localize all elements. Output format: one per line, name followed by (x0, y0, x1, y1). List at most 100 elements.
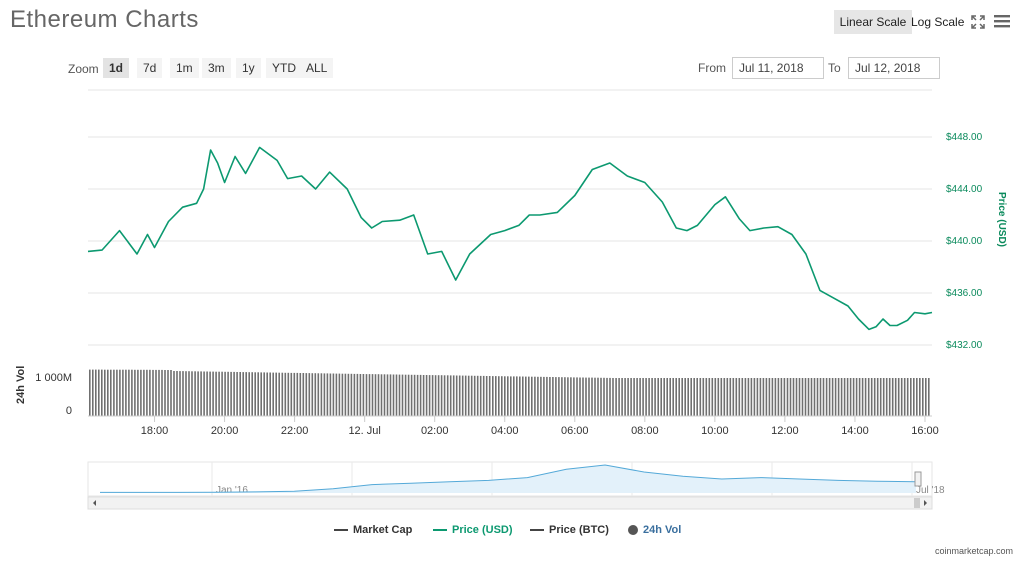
volume-bar (320, 373, 323, 416)
volume-bar (113, 369, 115, 416)
zoom-1y-button[interactable]: 1y (236, 58, 261, 78)
volume-bar (588, 377, 590, 416)
volume-bar (843, 378, 846, 416)
volume-bar (236, 372, 238, 416)
scrollbar-thumb[interactable] (914, 498, 920, 508)
volume-bar (482, 375, 485, 416)
volume-bar (347, 373, 350, 416)
volume-bar (771, 378, 774, 416)
hamburger-menu-icon[interactable] (994, 14, 1010, 28)
volume-bar (732, 378, 735, 416)
y-axis-title: Price (USD) (996, 192, 1007, 247)
volume-bar (738, 378, 741, 416)
volume-bar (594, 377, 596, 416)
volume-bar (792, 378, 795, 416)
volume-bar (242, 372, 244, 416)
legend-label: Price (BTC) (549, 524, 609, 536)
volume-bar (281, 372, 284, 416)
volume-bar (344, 373, 347, 416)
volume-bar (176, 371, 178, 416)
x-tick-label: 10:00 (701, 425, 729, 437)
volume-bar (786, 378, 789, 416)
expand-icon[interactable] (970, 14, 986, 30)
volume-bar (765, 378, 768, 416)
volume-bar (621, 378, 623, 416)
from-date-input[interactable]: Jul 11, 2018 (732, 57, 824, 79)
volume-bar (504, 376, 506, 416)
zoom-all-button[interactable]: ALL (300, 58, 334, 78)
volume-bar (311, 373, 314, 416)
volume-bar (206, 371, 208, 416)
volume-bar (434, 375, 437, 416)
legend-price-btc[interactable]: Price (BTC) (530, 524, 609, 536)
navigator-scrollbar[interactable] (87, 496, 933, 510)
volume-bar (828, 378, 831, 416)
volume-bar (437, 375, 440, 416)
volume-bar (801, 378, 804, 416)
volume-bar (353, 373, 356, 416)
volume-bar (194, 371, 196, 416)
volume-bar (825, 378, 828, 416)
volume-bar (446, 375, 449, 416)
volume-bar (128, 369, 130, 416)
volume-bar (89, 369, 91, 416)
volume-bar (119, 369, 121, 416)
legend-market-cap[interactable]: Market Cap (334, 524, 412, 536)
linear-scale-button[interactable]: Linear Scale (834, 10, 912, 34)
volume-bar (714, 378, 717, 416)
volume-bar (416, 374, 419, 416)
volume-bar (308, 373, 311, 416)
volume-bar (534, 376, 536, 416)
volume-bar (891, 378, 894, 416)
volume-bar (263, 372, 265, 416)
volume-bar (410, 374, 413, 416)
volume-bar (519, 376, 521, 416)
volume-bar (107, 369, 109, 416)
volume-bar (612, 378, 614, 416)
x-tick-label: 06:00 (561, 425, 589, 437)
zoom-1d-button[interactable]: 1d (103, 58, 130, 78)
legend-price-usd[interactable]: Price (USD) (433, 524, 513, 536)
to-date-input[interactable]: Jul 12, 2018 (848, 57, 940, 79)
volume-bar (702, 378, 705, 416)
scroll-left-arrow-icon[interactable] (93, 500, 96, 506)
volume-bar (227, 371, 229, 416)
scroll-right-arrow-icon[interactable] (924, 500, 927, 506)
volume-bar (392, 374, 395, 416)
volume-bar (600, 377, 602, 416)
volume-bar (507, 376, 509, 416)
zoom-ytd-button[interactable]: YTD (266, 58, 302, 78)
volume-bar (173, 371, 175, 416)
volume-bar (777, 378, 780, 416)
legend-label: 24h Vol (643, 524, 682, 536)
legend-24h-vol[interactable]: 24h Vol (628, 524, 681, 536)
navigator-handle[interactable] (914, 471, 922, 487)
volume-bar (789, 378, 792, 416)
volume-bar (741, 378, 744, 416)
volume-bar (479, 375, 482, 416)
volume-bar (383, 374, 386, 416)
volume-bar (98, 369, 100, 416)
volume-bar (699, 378, 702, 416)
volume-bar (816, 378, 819, 416)
volume-bar (386, 374, 389, 416)
volume-bar (305, 373, 308, 416)
legend-line-marker (530, 529, 544, 532)
legend-label: Price (USD) (452, 524, 513, 536)
volume-bar (95, 369, 97, 416)
volume-bar (92, 369, 94, 416)
zoom-7d-button[interactable]: 7d (137, 58, 163, 78)
page-title: Ethereum Charts (10, 6, 199, 33)
zoom-1m-button[interactable]: 1m (170, 58, 199, 78)
log-scale-button[interactable]: Log Scale (911, 15, 965, 29)
volume-bar (419, 374, 422, 416)
volume-bar (362, 374, 365, 416)
x-tick-label: 14:00 (841, 425, 869, 437)
volume-bar (104, 369, 106, 416)
volume-bar (149, 369, 151, 416)
volume-bar (606, 377, 608, 416)
zoom-3m-button[interactable]: 3m (202, 58, 231, 78)
volume-bar (696, 378, 698, 416)
volume-bar (543, 376, 545, 416)
volume-bar (687, 378, 689, 416)
